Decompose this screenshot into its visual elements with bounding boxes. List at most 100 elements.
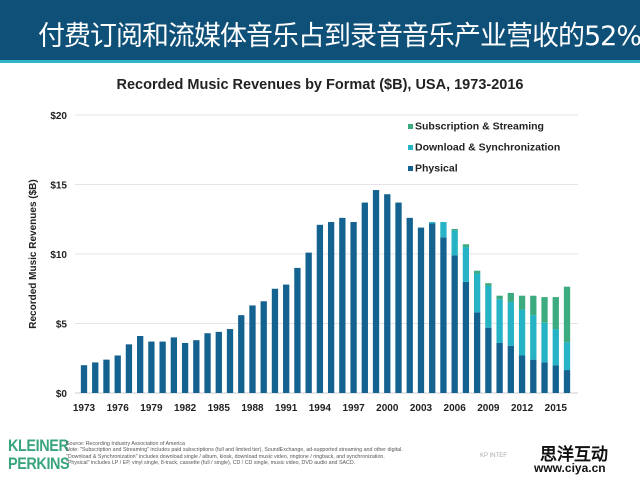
footnote: "Physical" includes LP / EP, vinyl singl… [66, 460, 356, 467]
bar-physical-2002 [406, 217, 413, 393]
bar-physical-2000 [384, 194, 391, 393]
bar-physical-1975 [103, 359, 110, 393]
x-tick-label: 1982 [174, 403, 197, 414]
watermark-title: 思洋互动 [540, 445, 608, 465]
x-tick-label: 2003 [410, 403, 433, 414]
chart-title: Recorded Music Revenues by Format ($B), … [116, 77, 524, 93]
bar-physical-1995 [327, 222, 335, 393]
bar-download-synchronization-2014 [541, 322, 548, 363]
x-tick-label: 2012 [511, 403, 534, 414]
footnote: Note: "Subscription and Streaming" inclu… [66, 447, 403, 454]
bar-physical-2010 [496, 342, 503, 393]
bar-physical-1996 [339, 217, 346, 393]
bar-physical-1983 [193, 340, 200, 393]
bar-physical-2015 [552, 365, 559, 393]
header-bar [0, 0, 640, 60]
bar-physical-1979 [148, 341, 155, 393]
bar-subscription-streaming-2006 [451, 228, 458, 231]
y-tick-label: $20 [50, 111, 67, 122]
bar-physical-1998 [361, 202, 368, 393]
bar-subscription-streaming-2010 [496, 295, 503, 300]
bar-download-synchronization-2013 [530, 315, 537, 360]
x-tick-label: 2000 [376, 403, 399, 414]
bar-subscription-streaming-2008 [473, 270, 481, 274]
bar-physical-2007 [462, 281, 470, 393]
legend-label: Download & Synchronization [415, 142, 560, 154]
bar-physical-1984 [204, 333, 211, 393]
y-tick-label: $10 [50, 250, 67, 261]
x-tick-label: 1988 [241, 403, 264, 414]
bar-subscription-streaming-2007 [462, 244, 470, 248]
bar-download-synchronization-2011 [507, 301, 514, 346]
x-tick-label: 1976 [107, 403, 130, 414]
bar-physical-2003 [417, 227, 425, 393]
bar-physical-1991 [283, 284, 290, 393]
legend-swatch [408, 166, 413, 171]
y-tick-label: $15 [50, 181, 67, 192]
bar-download-synchronization-2015 [552, 329, 559, 366]
x-tick-label: 1994 [309, 403, 332, 414]
bar-physical-2008 [473, 312, 481, 393]
bar-download-synchronization-2007 [462, 247, 470, 282]
bar-chart: $0 $5 $10 $15 $20 Recorded Music Revenues ($B… [28, 111, 578, 414]
footnote: Source: Recording Industry Association o… [66, 441, 185, 447]
x-tick-label: 1991 [275, 403, 298, 414]
bar-physical-1973 [80, 365, 88, 393]
bar-physical-2013 [530, 359, 537, 393]
bar-physical-2006 [451, 255, 458, 393]
bar-subscription-streaming-2014 [541, 297, 548, 323]
bar-physical-1980 [159, 341, 166, 393]
bar-subscription-streaming-2013 [530, 295, 537, 316]
bar-physical-1978 [137, 336, 144, 393]
x-tick-label: 1985 [208, 403, 231, 414]
slide-title: 付费订阅和流媒体音乐占到录音音乐产业营收的52% [38, 21, 640, 52]
bar-physical-1994 [316, 224, 324, 393]
legend-label: Physical [415, 163, 458, 175]
bar-physical-2016 [563, 370, 571, 393]
bar-download-synchronization-2006 [451, 230, 458, 256]
bar-physical-1987 [238, 315, 245, 393]
bar-physical-2004 [429, 223, 436, 393]
bar-physical-1976 [114, 355, 121, 393]
bar-physical-2001 [395, 202, 402, 393]
x-tick-label: 1997 [342, 403, 365, 414]
bar-physical-1981 [170, 337, 178, 393]
x-tick-label: 2015 [545, 403, 568, 414]
bar-physical-1988 [249, 305, 256, 393]
bar-physical-1990 [271, 288, 279, 393]
bar-physical-1977 [125, 344, 133, 393]
legend-swatch [408, 124, 413, 129]
footnotes: Source: Recording Industry Association o… [66, 441, 403, 467]
footnote: "Download & Synchronization" includes do… [66, 453, 385, 460]
bar-download-synchronization-2010 [496, 299, 503, 343]
bar-physical-1985 [215, 331, 222, 393]
bar-subscription-streaming-2009 [485, 283, 492, 286]
kp-label: KP INTEF [480, 453, 507, 459]
bar-subscription-streaming-2015 [552, 297, 559, 330]
bar-subscription-streaming-2011 [507, 292, 514, 302]
bar-download-synchronization-2012 [518, 309, 526, 356]
bar-download-synchronization-2009 [485, 285, 492, 328]
bar-physical-2011 [507, 345, 514, 393]
x-tick-label: 2006 [444, 403, 467, 414]
x-tick-label: 1973 [73, 403, 96, 414]
bar-physical-1992 [294, 267, 301, 393]
bar-download-synchronization-2004 [429, 222, 436, 224]
bar-physical-2012 [518, 355, 526, 393]
x-tick-label: 1979 [140, 403, 163, 414]
bar-physical-1997 [350, 222, 357, 393]
y-tick-label: $0 [56, 389, 68, 400]
bar-physical-1986 [226, 329, 234, 393]
bar-physical-1982 [181, 342, 189, 393]
bar-physical-1989 [260, 301, 267, 393]
bar-physical-1993 [305, 252, 312, 393]
x-tick-label: 2009 [477, 403, 500, 414]
bar-physical-2014 [541, 362, 548, 393]
header-divider [0, 60, 640, 63]
bar-physical-2009 [485, 327, 492, 393]
bar-physical-2005 [440, 237, 447, 393]
watermark-url: www.ciya.cn [534, 461, 606, 475]
bar-physical-1974 [92, 362, 99, 393]
bar-download-synchronization-2005 [440, 222, 447, 238]
bar-subscription-streaming-2012 [518, 295, 526, 310]
